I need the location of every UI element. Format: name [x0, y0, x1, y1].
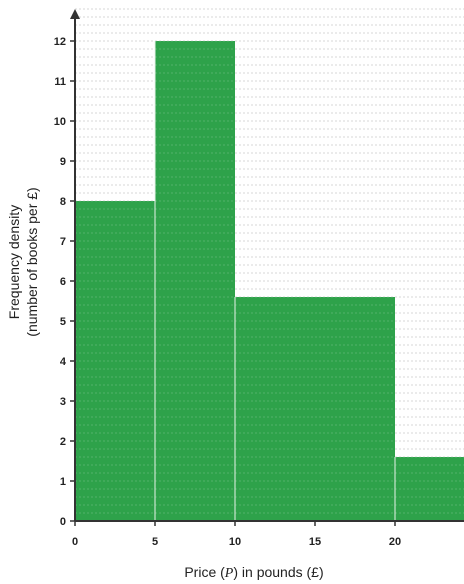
x-tick-label: 20	[389, 536, 401, 548]
y-tick-label: 11	[54, 76, 66, 88]
y-tick-label: 9	[60, 156, 66, 168]
x-tick-label: 15	[309, 536, 321, 548]
y-axis-title: Frequency density (number of books per £…	[6, 187, 40, 336]
y-tick-label: 4	[60, 356, 67, 368]
x-tick-label: 10	[229, 536, 241, 548]
y-tick-label: 1	[60, 476, 66, 488]
axis-ticks: 05101520253035400123456789101112	[54, 36, 401, 548]
x-axis-title-part-1: Price (	[184, 564, 225, 580]
histogram-bar	[155, 41, 235, 521]
histogram-bars	[75, 8, 464, 521]
y-axis-arrow-icon	[70, 9, 80, 19]
axes	[70, 9, 464, 522]
x-axis-title: Price (P) in pounds (£)	[184, 564, 323, 581]
x-axis-title-part-3: ) in pounds (£)	[233, 564, 323, 580]
y-tick-label: 10	[54, 116, 66, 128]
histogram-bar	[235, 297, 395, 521]
y-tick-label: 3	[60, 396, 66, 408]
y-tick-label: 8	[60, 196, 66, 208]
x-axis-title-variable: P	[224, 566, 234, 581]
y-tick-label: 12	[54, 36, 66, 48]
histogram-bar	[75, 201, 155, 521]
x-tick-label: 0	[72, 536, 78, 548]
x-tick-label: 5	[152, 536, 158, 548]
y-axis-title-line-1: Frequency density	[6, 205, 22, 319]
y-tick-label: 7	[60, 236, 66, 248]
histogram-bar	[395, 457, 464, 521]
y-tick-label: 2	[60, 436, 66, 448]
y-tick-label: 6	[60, 276, 66, 288]
y-axis-title-line-2: (number of books per £)	[24, 187, 40, 336]
y-tick-label: 5	[60, 316, 66, 328]
y-tick-label: 0	[60, 516, 66, 528]
